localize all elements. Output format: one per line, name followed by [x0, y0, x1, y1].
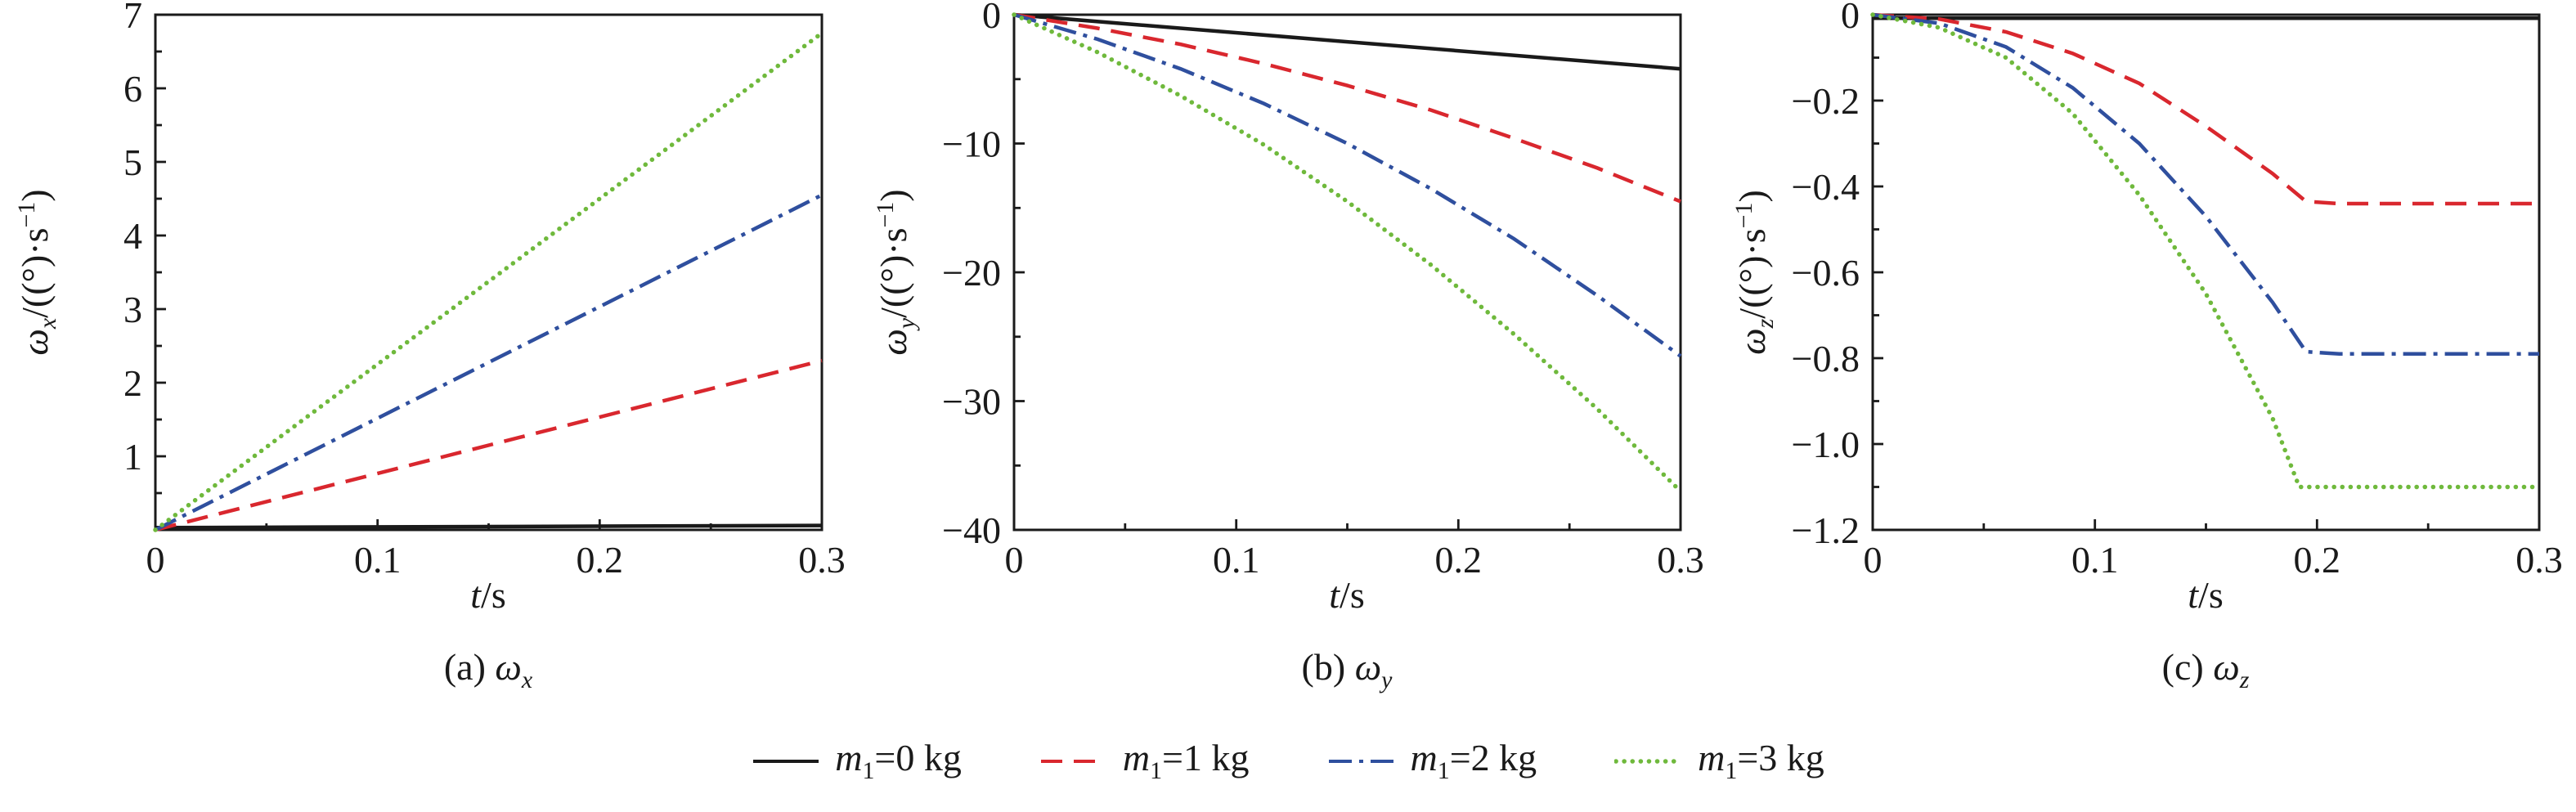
x-axis-label: t/s	[1329, 574, 1365, 616]
y-axis-label: ωx/((°)·s−1)	[12, 189, 62, 356]
series-line-m1-0-kg	[155, 523, 823, 530]
legend: m1=0 kg m1=1 kg m1=2 kg m1=3 kg	[0, 738, 2576, 785]
plot-frame	[1012, 13, 1682, 532]
plot-svg: 0 0.1 0.2 0.3 0 −0.2 −0.4 −0.6 −0.8 −1.0 −1.2	[1792, 0, 2563, 581]
plot-area-a: 0 0.1 0.2 0.3 1 2 3 4 5 6 7	[0, 0, 859, 589]
series-line-m1-2-kg	[1013, 12, 1682, 358]
x-tick-label: 0.2	[2294, 539, 2341, 581]
y-tick-label: −0.6	[1792, 252, 1860, 294]
plot-frame	[154, 13, 824, 532]
legend-item: m1=3 kg	[1614, 736, 1824, 785]
plot-frame	[1871, 13, 2541, 532]
legend-line-sample-dotted	[1614, 759, 1684, 764]
y-tick-label: 3	[123, 289, 142, 330]
x-tick-label: 0.3	[1657, 539, 1704, 581]
chart-caption: (b) ωy	[1301, 646, 1393, 694]
y-tick-label: 5	[123, 141, 142, 183]
legend-item: m1=0 kg	[752, 736, 962, 785]
x-axis-label: t/s	[470, 574, 506, 616]
legend-label: m1=2 kg	[1410, 736, 1537, 785]
plot-svg: 0 0.1 0.2 0.3 1 2 3 4 5 6 7	[123, 0, 846, 581]
legend-label: m1=3 kg	[1698, 736, 1824, 785]
series-line-m1-0-kg	[1013, 12, 1681, 71]
series-line-m1-1-kg	[155, 358, 823, 532]
charts-row: 0 0.1 0.2 0.3 1 2 3 4 5 6 7 ωx/((°)·s−1) t/s (a) ω…	[0, 0, 2576, 703]
y-tick-label: −0.2	[1792, 80, 1860, 122]
y-tick-label: 2	[123, 362, 142, 404]
plot-svg: 0 0.1 0.2 0.3 0 −10 −20 −30 −40	[942, 0, 1704, 581]
y-tick-label: 1	[123, 436, 142, 478]
x-tick-label: 0.1	[2071, 539, 2119, 581]
axis-ticks	[1012, 13, 1682, 532]
series-line-m1-3-kg	[1870, 12, 2542, 490]
series-line-m1-3-kg	[153, 30, 824, 532]
plot-area-c: 0 0.1 0.2 0.3 0 −0.2 −0.4 −0.6 −0.8 −1.0 −1.2	[1717, 0, 2576, 589]
x-tick-label: 0	[1005, 539, 1024, 581]
y-tick-label: −0.4	[1792, 166, 1860, 208]
x-tick-label: 0.2	[577, 539, 624, 581]
y-tick-label: −40	[942, 509, 1001, 551]
y-tick-label: 4	[123, 215, 142, 257]
legend-line-sample-dashdot	[1328, 760, 1394, 763]
y-tick-label: 6	[123, 68, 142, 110]
legend-line-sample-dashed	[1040, 760, 1106, 763]
series-line-m1-1-kg	[1013, 12, 1681, 204]
plot-area-b: 0 0.1 0.2 0.3 0 −10 −20 −30 −40	[859, 0, 1717, 589]
chart-omega-x: 0 0.1 0.2 0.3 1 2 3 4 5 6 7 ωx/((°)·s−1) t/s (a) ω…	[0, 0, 859, 703]
series-line-m1-1-kg	[1872, 12, 2539, 206]
y-tick-label: −10	[942, 123, 1001, 165]
y-tick-label: 0	[1841, 0, 1860, 36]
chart-caption: (a) ωx	[443, 646, 533, 694]
y-tick-label: −20	[942, 252, 1001, 294]
series-line-m1-2-kg	[154, 193, 824, 532]
x-tick-label: 0	[146, 539, 165, 581]
y-tick-label: −30	[942, 381, 1001, 423]
y-tick-label: 7	[123, 0, 142, 36]
x-axis-label: t/s	[2188, 574, 2224, 616]
y-tick-label: −1.0	[1792, 424, 1860, 465]
legend-label: m1=0 kg	[835, 736, 962, 785]
x-tick-label: 0.1	[1213, 539, 1260, 581]
y-tick-label: 0	[982, 0, 1001, 36]
x-tick-label: 0.2	[1435, 539, 1483, 581]
series-line-m1-2-kg	[1872, 12, 2539, 357]
legend-item: m1=1 kg	[1039, 736, 1250, 785]
x-tick-label: 0.3	[2515, 539, 2563, 581]
x-tick-label: 0.3	[798, 539, 846, 581]
y-tick-label: −1.2	[1792, 509, 1860, 551]
y-axis-label: ωz/((°)·s−1)	[1730, 190, 1779, 355]
y-axis-label: ωy/((°)·s−1)	[871, 189, 921, 356]
chart-caption: (c) ωz	[2161, 646, 2250, 694]
legend-label: m1=1 kg	[1122, 736, 1250, 785]
legend-line-sample-solid	[753, 760, 819, 763]
x-tick-label: 0.1	[354, 539, 402, 581]
axis-ticks	[154, 13, 824, 530]
x-tick-label: 0	[1864, 539, 1883, 581]
axis-ticks	[1871, 13, 2541, 532]
y-tick-label: −0.8	[1792, 338, 1860, 379]
chart-omega-y: 0 0.1 0.2 0.3 0 −10 −20 −30 −40 ωy/((°)·s−1) t/s…	[859, 0, 1717, 703]
chart-omega-z: 0 0.1 0.2 0.3 0 −0.2 −0.4 −0.6 −0.8 −1.0 −1.2 ωz/(…	[1717, 0, 2576, 703]
series-line-m1-3-kg	[1012, 12, 1683, 494]
legend-item: m1=2 kg	[1327, 736, 1537, 785]
